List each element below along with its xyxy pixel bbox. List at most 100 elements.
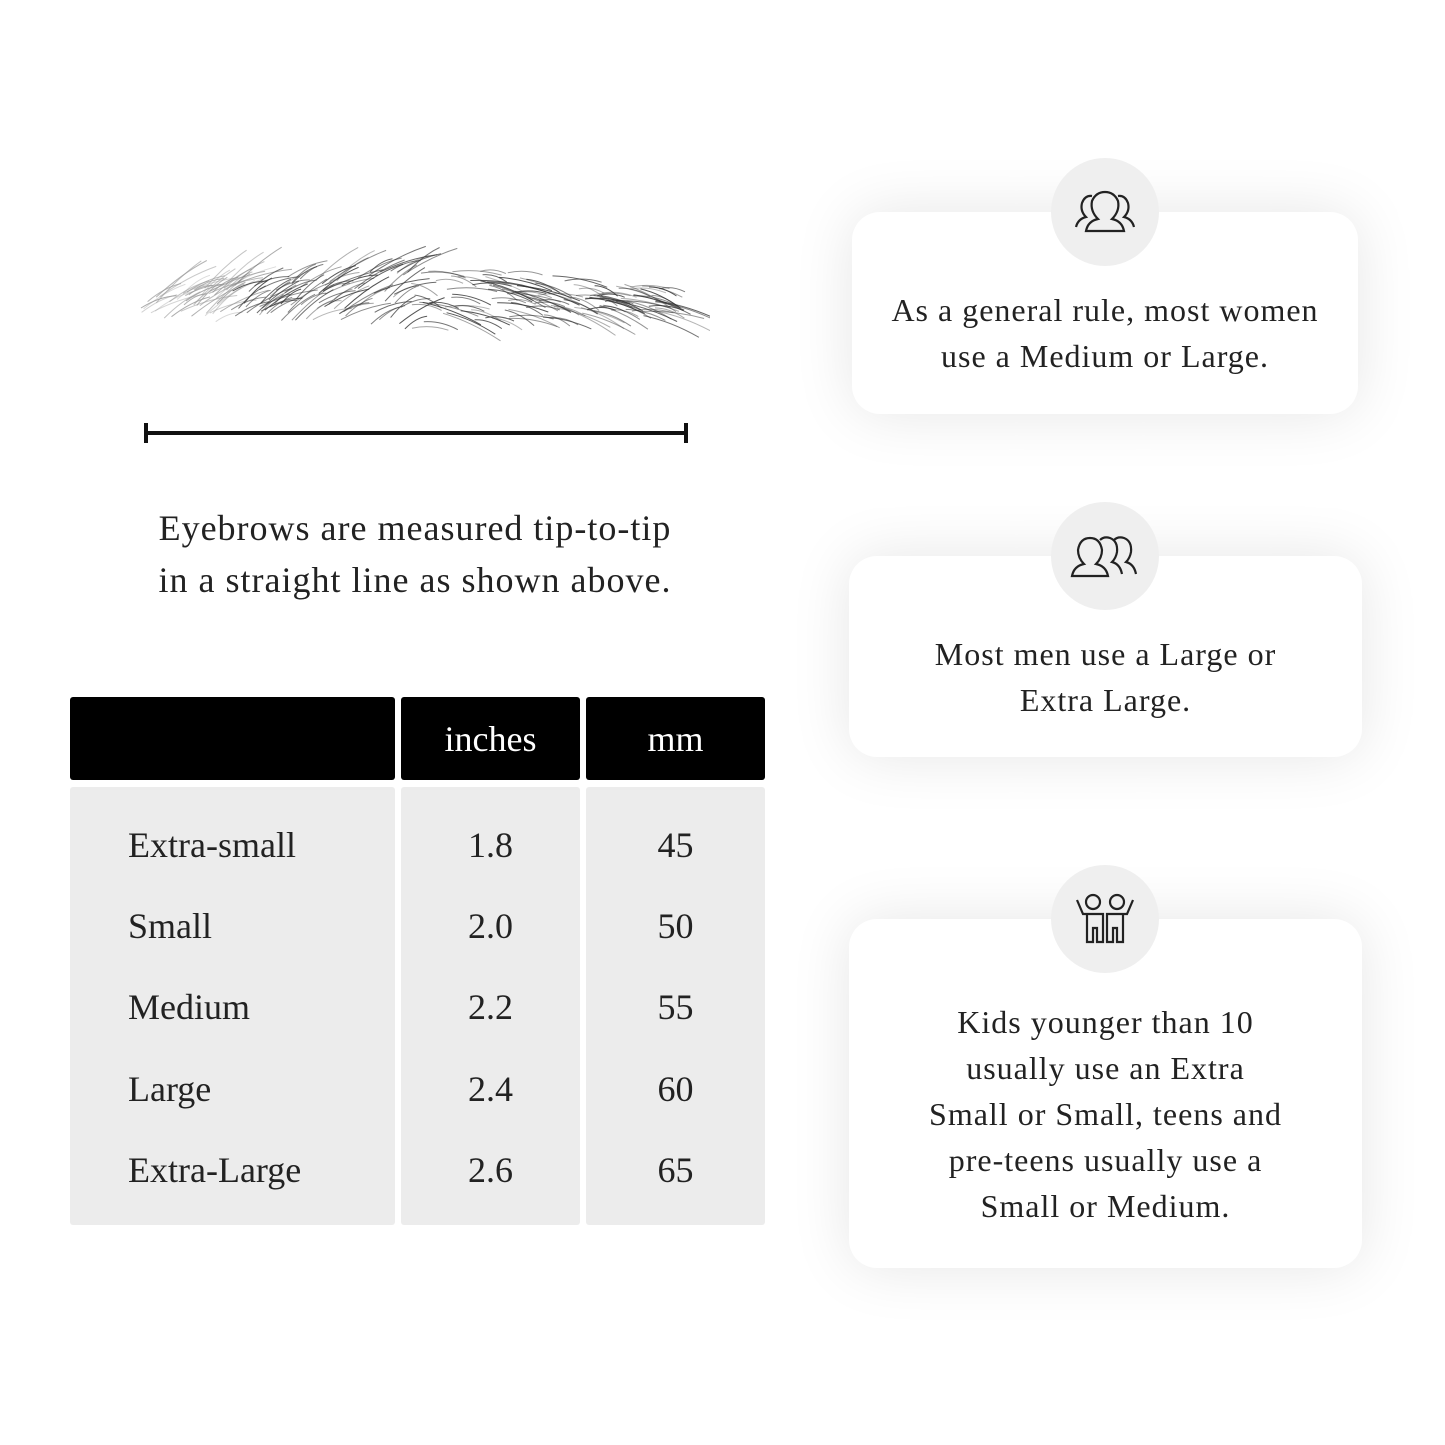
- eyebrow-hair-stroke: [457, 276, 493, 286]
- eyebrow-hair-stroke: [580, 307, 625, 330]
- eyebrow-hair-stroke: [429, 301, 459, 309]
- inches-cell: 1.8: [468, 825, 513, 865]
- eyebrow-hair-stroke: [649, 286, 677, 297]
- eyebrow-hair-stroke: [369, 258, 393, 273]
- card-text: Most men use a Large or: [934, 635, 1277, 672]
- caption-line: in a straight line as shown above.: [158, 560, 672, 600]
- eyebrow-hair-stroke: [281, 293, 316, 321]
- eyebrow-hair-stroke: [596, 293, 625, 298]
- eyebrow-hair-stroke: [232, 280, 268, 292]
- mm-cell: 45: [657, 825, 694, 865]
- eyebrow-hair-stroke: [626, 300, 672, 320]
- eyebrow-hair-stroke: [284, 279, 317, 294]
- inches-cell: 2.2: [468, 987, 513, 1027]
- eyebrow-hair-stroke: [618, 287, 651, 297]
- eyebrow-hair-stroke: [603, 304, 641, 320]
- eyebrow-hair-stroke: [223, 266, 277, 291]
- eyebrow-hair-stroke: [411, 283, 438, 297]
- eyebrow-hair-stroke: [269, 297, 303, 308]
- eyebrow-hair-stroke: [442, 312, 501, 342]
- eyebrow-hair-stroke: [624, 283, 677, 313]
- eyebrow-hair-stroke: [518, 291, 552, 299]
- men-group-icon: [1051, 502, 1159, 610]
- eyebrow-hair-stroke: [204, 280, 255, 317]
- card-text: Small or Medium.: [980, 1187, 1231, 1224]
- card-text: As a general rule, most women: [891, 292, 1319, 328]
- eyebrow-hair-stroke: [169, 280, 210, 303]
- eyebrow-hair-stroke: [642, 285, 683, 298]
- eyebrow-hair-stroke: [273, 284, 297, 306]
- eyebrow-hair-stroke: [354, 259, 405, 290]
- eyebrow-hair-stroke: [393, 281, 437, 295]
- eyebrow-hair-stroke: [295, 289, 334, 321]
- eyebrow-hair-stroke: [370, 306, 400, 325]
- eyebrow-hair-stroke: [654, 307, 685, 319]
- eyebrow-hair-stroke: [217, 278, 263, 304]
- kids-icon: [1051, 865, 1159, 973]
- eyebrow-hair-stroke: [194, 278, 225, 291]
- eyebrow-hair-stroke: [435, 278, 464, 284]
- size-cell: Small: [128, 906, 213, 946]
- eyebrow-hair-stroke: [357, 257, 402, 279]
- eyebrow-hair-stroke: [291, 263, 316, 283]
- eyebrow-hair-stroke: [404, 315, 428, 330]
- eyebrow-hair-stroke: [472, 282, 512, 287]
- eyebrow-hair-stroke: [141, 294, 178, 313]
- eyebrow-hair-stroke: [339, 302, 370, 315]
- eyebrow-hair-stroke: [508, 299, 536, 305]
- eyebrow-hair-stroke: [655, 300, 710, 317]
- eyebrow-hair-stroke: [582, 312, 636, 335]
- eyebrow-hair-stroke: [180, 295, 238, 312]
- eyebrow-hair-stroke: [655, 301, 710, 319]
- eyebrow-hair-stroke: [487, 281, 551, 294]
- eyebrow-hair-stroke: [497, 302, 549, 313]
- eyebrow-hair-stroke: [423, 321, 459, 331]
- eyebrow-hair-stroke: [411, 303, 442, 311]
- eyebrow-hair-stroke: [287, 278, 328, 313]
- eyebrow-hair-stroke: [400, 298, 431, 308]
- eyebrow-hair-stroke: [325, 277, 375, 295]
- mm-cell: 55: [657, 987, 694, 1027]
- eyebrow-illustration: [140, 245, 710, 342]
- eyebrow-hair-stroke: [451, 275, 477, 288]
- card-text: usually use an Extra: [966, 1049, 1245, 1086]
- measure-tick-left: [144, 423, 148, 443]
- caption-line: Eyebrows are measured tip-to-tip: [158, 508, 672, 548]
- mm-cell: 65: [657, 1150, 694, 1190]
- eyebrow-hair-stroke: [264, 283, 308, 311]
- eyebrow-hair-stroke: [340, 302, 391, 321]
- eyebrow-hair-stroke: [324, 288, 370, 308]
- eyebrow-hair-stroke: [589, 292, 631, 297]
- eyebrow-hair-stroke: [287, 260, 328, 278]
- eyebrow-hair-stroke: [212, 276, 239, 293]
- eyebrow-hair-stroke: [601, 291, 637, 298]
- eyebrow-hair-stroke: [640, 288, 681, 309]
- eyebrow-hair-stroke: [341, 274, 378, 287]
- eyebrow-hair-stroke: [564, 278, 602, 283]
- eyebrow-hair-stroke: [420, 271, 465, 277]
- eyebrow-hair-stroke: [452, 270, 502, 276]
- eyebrow-hair-stroke: [482, 274, 508, 283]
- eyebrow-hair-stroke: [411, 326, 449, 331]
- eyebrow-hair-stroke: [333, 285, 370, 310]
- eyebrow-hair-stroke: [499, 276, 553, 292]
- eyebrow-hair-stroke: [163, 291, 201, 319]
- eyebrow-hair-stroke: [578, 287, 605, 294]
- card-text: use a Medium or Large.: [941, 338, 1269, 374]
- eyebrow-hair-stroke: [324, 272, 360, 286]
- eyebrow-hair-stroke: [446, 287, 498, 293]
- eyebrow-hair-stroke: [248, 267, 284, 292]
- eyebrow-hair-stroke: [460, 310, 511, 326]
- eyebrow-hair-stroke: [422, 301, 482, 326]
- eyebrow-hair-stroke: [230, 296, 266, 311]
- eyebrow-hair-stroke: [154, 291, 194, 312]
- eyebrow-hair-stroke: [633, 294, 685, 311]
- eyebrow-hair-stroke: [238, 285, 266, 309]
- measurement-caption: Eyebrows are measured tip-to-tip in a st…: [60, 502, 770, 606]
- eyebrow-hair-stroke: [312, 308, 352, 321]
- eyebrow-hair-stroke: [452, 293, 492, 306]
- eyebrow-hair-stroke: [489, 284, 518, 301]
- eyebrow-hair-stroke: [214, 268, 252, 296]
- eyebrow-hair-stroke: [212, 287, 242, 315]
- eyebrow-hair-stroke: [245, 289, 271, 308]
